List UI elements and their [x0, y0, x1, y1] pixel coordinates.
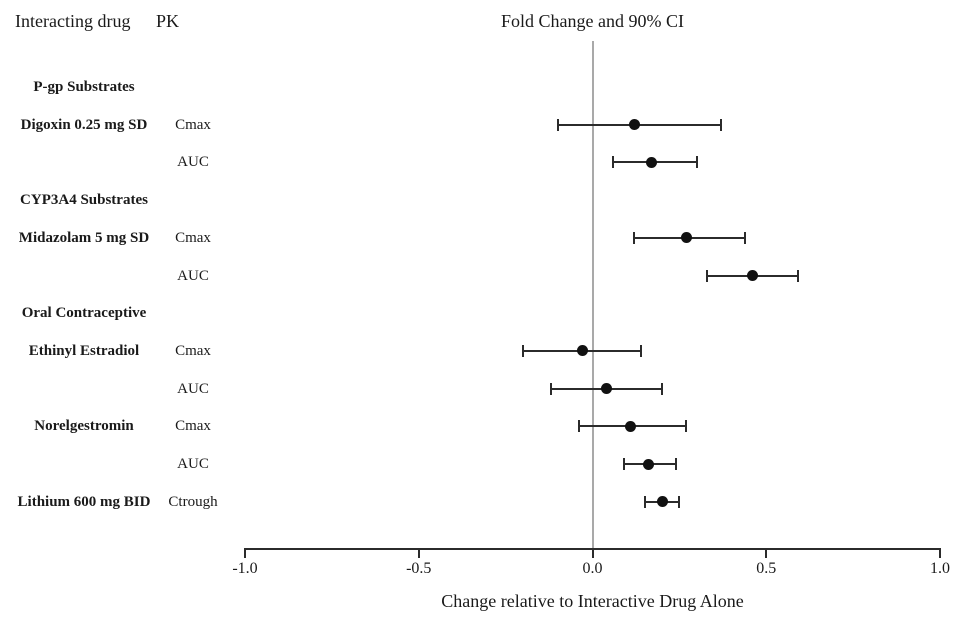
x-axis-tick: [765, 550, 768, 558]
x-axis-label: Change relative to Interactive Drug Alon…: [441, 591, 744, 611]
ci-cap-right: [720, 118, 723, 131]
pk-parameter-label: AUC: [177, 380, 209, 397]
drug-name-label: Midazolam 5 mg SD: [18, 229, 150, 246]
point-estimate-marker: [746, 270, 758, 281]
ci-cap-right: [695, 156, 698, 169]
point-estimate-marker: [625, 420, 637, 432]
pk-parameter-label: Cmax: [175, 418, 211, 435]
ci-cap-right: [674, 458, 677, 470]
ci-cap-right: [796, 269, 799, 282]
point-estimate-marker: [642, 458, 654, 470]
drug-name-label: Norelgestromin: [34, 418, 134, 435]
ci-cap-left: [556, 118, 559, 131]
ci-cap-right: [685, 420, 688, 433]
x-axis-tick-label: -1.0: [232, 560, 258, 577]
ci-cap-left: [522, 344, 524, 357]
point-estimate-marker: [576, 345, 588, 357]
column-header-interacting-drug: Interacting drug: [15, 11, 131, 31]
pk-parameter-label: AUC: [177, 154, 209, 171]
ci-cap-right: [640, 344, 643, 357]
ci-cap-left: [633, 231, 636, 244]
pk-parameter-label: Cmax: [175, 116, 211, 133]
pk-parameter-label: AUC: [177, 267, 209, 284]
x-axis-tick-label: 0.5: [756, 560, 777, 577]
pk-parameter-label: Cmax: [175, 229, 211, 246]
ci-cap-right: [744, 231, 747, 244]
x-axis-tick: [417, 550, 420, 558]
x-axis-tick: [244, 550, 246, 558]
ci-cap-left: [577, 420, 580, 433]
point-estimate-marker: [680, 232, 692, 244]
x-axis-tick-label: -0.5: [406, 560, 432, 577]
ci-cap-left: [706, 269, 709, 282]
pk-parameter-label: Cmax: [175, 342, 211, 359]
ci-cap-left: [643, 495, 646, 508]
ci-cap-left: [622, 458, 625, 470]
point-estimate-marker: [646, 156, 658, 168]
drug-name-label: Lithium 600 mg BID: [17, 493, 151, 510]
point-estimate-marker: [600, 383, 612, 395]
x-axis-tick: [591, 550, 594, 558]
point-estimate-marker: [656, 496, 668, 508]
x-axis-tick-label: 1.0: [930, 560, 950, 577]
column-header-pk: PK: [156, 11, 180, 31]
group-header-label: P-gp Substrates: [33, 79, 135, 95]
group-header-label: Oral Contraceptive: [21, 305, 147, 322]
pk-parameter-label: AUC: [177, 456, 209, 472]
chart-title: Fold Change and 90% CI: [501, 11, 684, 31]
ci-cap-right: [678, 495, 681, 508]
group-header-label: CYP3A4 Substrates: [20, 192, 148, 209]
ci-cap-right: [661, 382, 663, 395]
ci-cap-left: [549, 382, 552, 395]
zero-reference-line: [591, 41, 594, 548]
point-estimate-marker: [628, 119, 640, 131]
pk-parameter-label: Ctrough: [168, 493, 218, 510]
ci-cap-left: [612, 156, 615, 169]
x-axis-line: [244, 548, 941, 550]
drug-name-label: Digoxin 0.25 mg SD: [20, 116, 148, 133]
x-axis-tick-label: 0.0: [582, 560, 603, 577]
drug-name-label: Ethinyl Estradiol: [28, 342, 140, 359]
x-axis-tick: [939, 550, 941, 558]
